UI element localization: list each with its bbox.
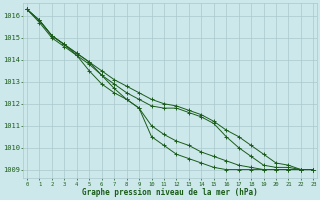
X-axis label: Graphe pression niveau de la mer (hPa): Graphe pression niveau de la mer (hPa) xyxy=(82,188,258,197)
